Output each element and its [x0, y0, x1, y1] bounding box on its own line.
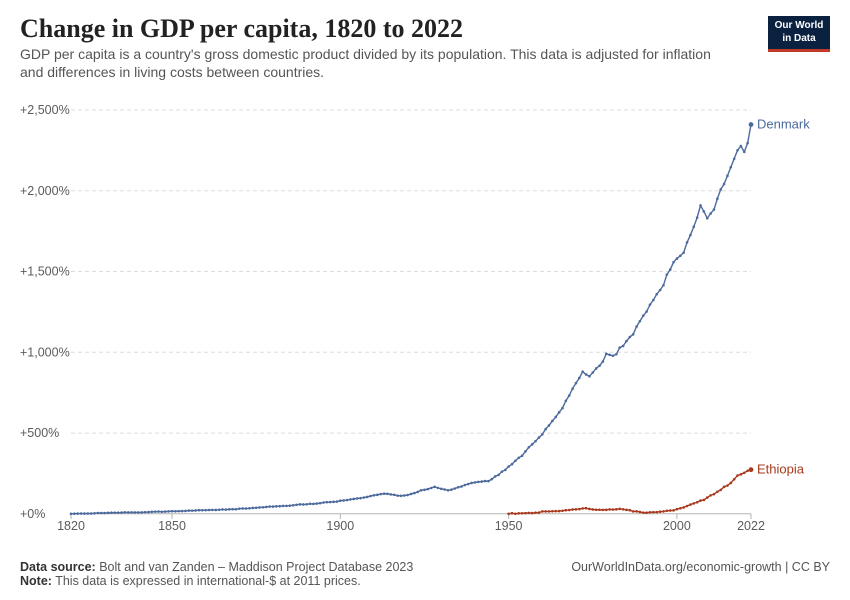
svg-text:2022: 2022 [737, 519, 765, 533]
svg-text:1900: 1900 [326, 519, 354, 533]
svg-text:Denmark: Denmark [757, 117, 810, 132]
svg-text:+2,500%: +2,500% [20, 103, 70, 117]
svg-text:Ethiopia: Ethiopia [757, 462, 805, 477]
svg-text:1820: 1820 [57, 519, 85, 533]
svg-text:+2,000%: +2,000% [20, 184, 70, 198]
svg-text:1850: 1850 [158, 519, 186, 533]
svg-text:2000: 2000 [663, 519, 691, 533]
svg-text:+0%: +0% [20, 507, 45, 521]
svg-text:+500%: +500% [20, 426, 59, 440]
svg-text:+1,500%: +1,500% [20, 265, 70, 279]
svg-text:1950: 1950 [495, 519, 523, 533]
svg-text:+1,000%: +1,000% [20, 345, 70, 359]
